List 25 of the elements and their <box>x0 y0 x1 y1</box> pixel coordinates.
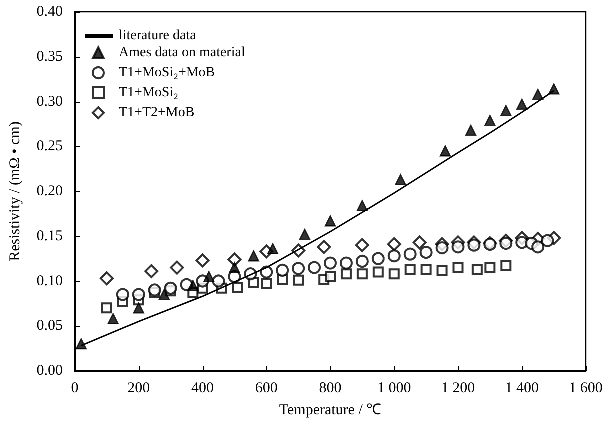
x-tick-label: 400 <box>192 380 214 396</box>
legend-label: Ames data on material <box>119 46 246 60</box>
y-tick-label: 0.25 <box>36 138 63 155</box>
x-axis-title: Temperature / ℃ <box>279 402 382 418</box>
x-tick-label: 200 <box>128 380 150 396</box>
y-tick-label: 0.00 <box>36 363 63 379</box>
y-tick-label: 0.20 <box>36 184 63 200</box>
x-tick-label: 1 600 <box>569 380 603 396</box>
y-axis-title: Resistivity / (mΩ • cm) <box>8 122 24 262</box>
x-tick-label: 600 <box>255 380 278 396</box>
y-tick-label: 0.30 <box>36 94 63 110</box>
legend-label: T1+MoSi₂ <box>119 86 179 100</box>
x-tick-label: 1 200 <box>441 380 476 396</box>
y-tick-label: 0.15 <box>36 228 63 244</box>
y-tick-label: 0.35 <box>36 48 63 65</box>
legend-label: T1+MoSi₂+MoB <box>119 66 216 80</box>
legend-label: literature data <box>119 28 198 44</box>
x-tick-label: 800 <box>319 380 342 396</box>
x-tick-label: 0 <box>71 380 79 396</box>
y-tick-label: 0.05 <box>36 318 63 334</box>
y-tick-label: 0.10 <box>36 273 63 290</box>
legend-label: T1+T2+MoB <box>119 106 195 120</box>
x-tick-label: 1 400 <box>505 380 539 396</box>
y-tick-label: 0.40 <box>36 4 63 20</box>
x-tick-label: 1 000 <box>378 380 412 396</box>
